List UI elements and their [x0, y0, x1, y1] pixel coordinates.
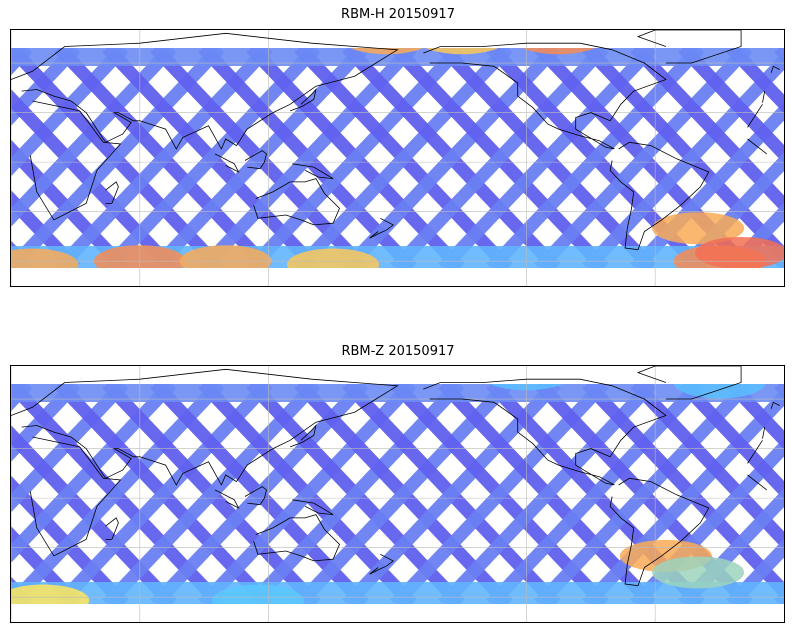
coastline	[609, 141, 710, 251]
coastline	[747, 104, 763, 128]
coastline	[11, 368, 399, 486]
swath-tracks	[11, 384, 784, 604]
swath-track-ascending	[678, 384, 784, 500]
panel-title-rbm-h: RBM-H 20150917	[341, 7, 455, 22]
coastlines	[11, 30, 780, 251]
hot-spot	[350, 48, 424, 55]
coastline	[747, 138, 768, 155]
coastline	[244, 486, 267, 506]
coastline	[292, 163, 334, 179]
coastline	[747, 440, 763, 464]
hot-spot	[695, 236, 784, 268]
coastlines	[11, 366, 780, 587]
coastline	[770, 401, 780, 410]
hot-spot	[11, 248, 79, 268]
coastline	[747, 474, 768, 491]
coastline	[369, 553, 394, 575]
north-edge-band	[11, 48, 784, 66]
swath-track-ascending	[726, 48, 784, 114]
coastline	[762, 427, 766, 439]
map-panel-rbm-h	[10, 29, 785, 287]
map-canvas-rbm-h	[11, 30, 784, 286]
coastline	[253, 514, 340, 562]
coastline	[609, 477, 710, 587]
graticule	[11, 366, 784, 622]
hot-spot	[522, 48, 596, 55]
swath-track-descending	[726, 538, 784, 604]
coastline	[770, 65, 780, 74]
coastline	[29, 100, 122, 221]
map-panel-rbm-z	[10, 365, 785, 623]
coastline	[636, 366, 742, 400]
coastline	[636, 30, 742, 64]
coastline	[105, 181, 119, 204]
coastline	[423, 378, 667, 486]
coastline	[253, 178, 340, 226]
north-edge-band	[11, 384, 784, 402]
coastline	[105, 517, 119, 540]
hot-spot	[652, 212, 745, 245]
map-canvas-rbm-z	[11, 366, 784, 622]
hot-spot	[652, 556, 745, 589]
coastline	[423, 42, 667, 150]
hot-spot	[11, 584, 90, 604]
coastline	[244, 150, 267, 170]
hot-spot	[673, 384, 766, 399]
coastline	[11, 32, 399, 150]
coastline	[289, 424, 317, 448]
coastline	[292, 499, 334, 515]
coastline	[762, 91, 766, 103]
coastline	[369, 217, 394, 239]
swath-track-descending	[726, 202, 784, 268]
graticule	[11, 30, 784, 286]
panel-title-rbm-z: RBM-Z 20150917	[341, 344, 455, 359]
coastline	[289, 88, 317, 112]
coastline	[214, 153, 240, 173]
hot-spot	[211, 584, 304, 604]
south-edge-band	[11, 582, 784, 604]
hot-spot	[179, 245, 272, 268]
hot-spot	[287, 248, 380, 268]
swath-track-ascending	[726, 384, 784, 450]
hot-spot	[425, 48, 499, 55]
coastline	[214, 489, 240, 509]
swath-track-ascending	[678, 48, 784, 164]
coastline	[29, 436, 122, 557]
